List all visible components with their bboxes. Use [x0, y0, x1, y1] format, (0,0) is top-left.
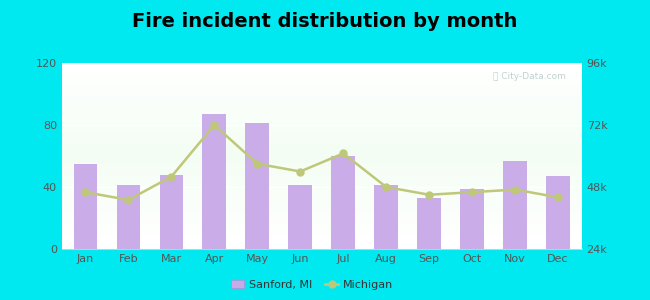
Bar [62, 111, 582, 115]
Bar [116, 185, 140, 249]
Bar [62, 223, 582, 227]
Bar [159, 175, 183, 249]
Bar [62, 74, 582, 78]
Bar [116, 185, 140, 249]
Bar [62, 78, 582, 82]
Bar [62, 97, 582, 100]
Bar [203, 114, 226, 249]
Bar [203, 114, 226, 249]
Bar [73, 164, 98, 249]
Bar [460, 188, 484, 249]
Bar [62, 182, 582, 186]
Bar [62, 70, 582, 74]
Bar [417, 198, 441, 249]
Bar [546, 176, 570, 249]
Bar [289, 185, 312, 249]
Bar [62, 171, 582, 175]
Bar [62, 126, 582, 130]
Bar [503, 160, 527, 249]
Bar [62, 234, 582, 238]
Bar [62, 145, 582, 148]
Text: Fire incident distribution by month: Fire incident distribution by month [133, 12, 517, 31]
Bar [62, 130, 582, 134]
Bar [62, 108, 582, 111]
Bar [332, 156, 355, 249]
Bar [62, 85, 582, 89]
Bar [62, 242, 582, 245]
Text: ⓘ City-Data.com: ⓘ City-Data.com [493, 72, 566, 81]
Bar [62, 227, 582, 230]
Bar [503, 160, 527, 249]
Bar [417, 198, 441, 249]
Bar [62, 67, 582, 70]
Legend: Sanford, MI, Michigan: Sanford, MI, Michigan [226, 276, 398, 294]
Bar [62, 134, 582, 137]
Bar [246, 124, 269, 249]
Bar [159, 175, 183, 249]
Bar [62, 219, 582, 223]
Bar [62, 212, 582, 215]
Bar [62, 152, 582, 156]
Bar [62, 115, 582, 119]
Bar [62, 89, 582, 93]
Bar [332, 156, 355, 249]
Bar [62, 238, 582, 242]
Bar [73, 164, 98, 249]
Bar [62, 201, 582, 204]
Bar [246, 124, 269, 249]
Bar [62, 156, 582, 160]
Bar [62, 167, 582, 171]
Bar [62, 63, 582, 67]
Bar [62, 215, 582, 219]
Bar [289, 185, 312, 249]
Bar [62, 197, 582, 201]
Bar [62, 245, 582, 249]
Bar [374, 185, 398, 249]
Bar [62, 164, 582, 167]
Bar [62, 141, 582, 145]
Bar [62, 230, 582, 234]
Bar [62, 178, 582, 182]
Bar [374, 185, 398, 249]
Bar [62, 122, 582, 126]
Bar [62, 100, 582, 104]
Bar [546, 176, 570, 249]
Bar [62, 119, 582, 122]
Bar [62, 137, 582, 141]
Bar [62, 190, 582, 193]
Bar [62, 104, 582, 108]
Bar [62, 186, 582, 190]
Bar [62, 93, 582, 97]
Bar [62, 160, 582, 164]
Bar [62, 175, 582, 178]
Bar [62, 193, 582, 197]
Bar [62, 204, 582, 208]
Bar [62, 148, 582, 152]
Bar [460, 188, 484, 249]
Bar [62, 208, 582, 212]
Bar [62, 82, 582, 85]
